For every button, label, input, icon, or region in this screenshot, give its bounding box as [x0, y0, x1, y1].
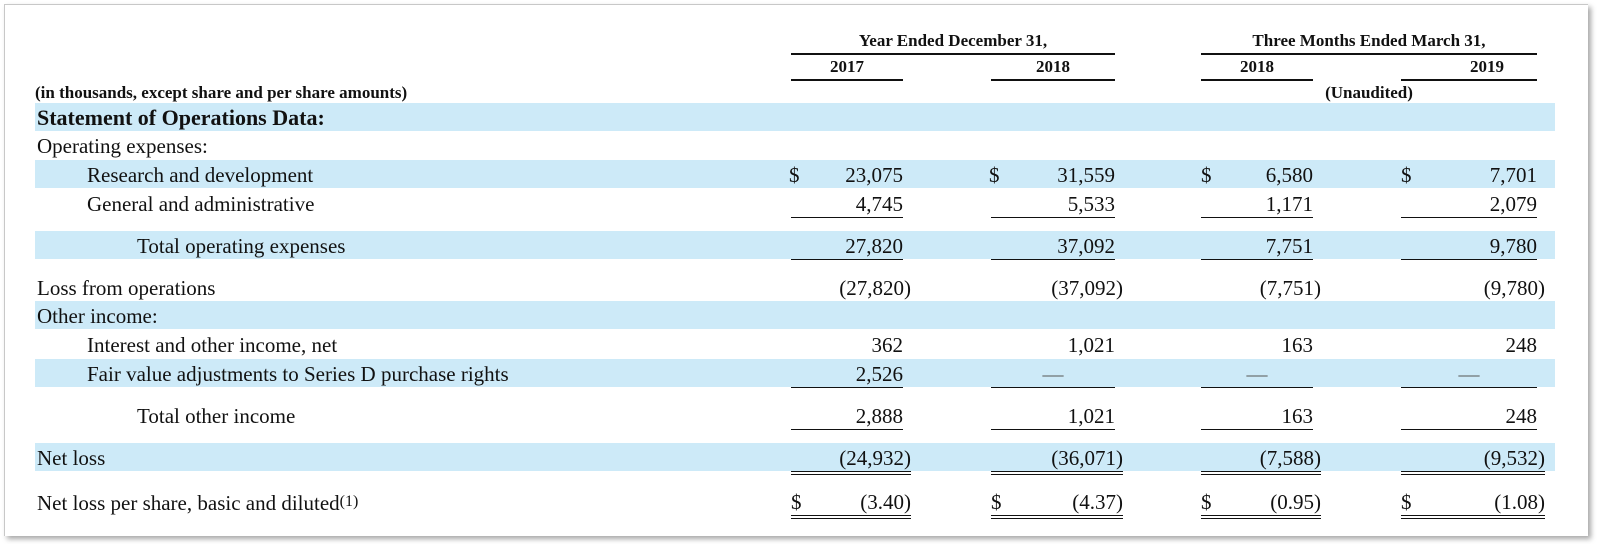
table-row-fair-value: Fair value adjustments to Series D purch…	[35, 359, 1555, 388]
table-row-ga: General and administrative 4,745 5,533 1…	[35, 189, 1555, 218]
value-cell: (9,780)	[1483, 276, 1545, 300]
row-label: Net loss per share, basic and diluted(1)	[37, 491, 359, 515]
currency-symbol: $	[789, 163, 800, 187]
value-cell: (36,071)	[991, 443, 1123, 475]
row-label: Total other income	[137, 404, 296, 428]
table-row-total-other: Total other income 2,888 1,021 163 248	[35, 401, 1555, 430]
opex-header-row: Operating expenses:	[35, 131, 1555, 159]
value-cell: 5,533	[991, 189, 1115, 218]
row-label: Fair value adjustments to Series D purch…	[87, 362, 509, 386]
value-cell: 7,751	[1201, 231, 1313, 260]
value-cell: —	[1201, 359, 1313, 388]
value-cell: 163	[1201, 401, 1313, 430]
other-header-row: Other income:	[35, 301, 1555, 329]
table-row-total-opex: Total operating expenses 27,820 37,092 7…	[35, 231, 1555, 260]
value-cell: (27,820)	[839, 276, 911, 300]
row-label: Loss from operations	[37, 276, 216, 300]
row-label: Total operating expenses	[137, 234, 346, 258]
row-label: Interest and other income, net	[87, 333, 338, 357]
value-cell: —	[991, 359, 1115, 388]
value-cell: 4,745	[791, 189, 903, 218]
other-income-header: Other income:	[37, 304, 158, 328]
header-year-2019-q1: 2019	[1470, 57, 1504, 76]
opex-header: Operating expenses:	[37, 134, 208, 158]
currency-symbol: $	[1401, 163, 1412, 187]
value-cell: 1,021	[1067, 333, 1115, 357]
value-cell: (4.37)	[1011, 487, 1123, 519]
header-year-2018: 2018	[1036, 57, 1070, 76]
value-cell: 31,559	[1057, 163, 1115, 187]
value-cell: (3.40)	[811, 487, 911, 519]
value-cell: 2,079	[1401, 189, 1537, 218]
header-rule	[1201, 53, 1537, 55]
header-rule	[1201, 79, 1313, 81]
value-cell: 27,820	[791, 231, 903, 260]
units-note: (in thousands, except share and per shar…	[35, 83, 408, 102]
header-rule	[1401, 79, 1537, 81]
financial-table: Year Ended December 31, Three Months End…	[4, 4, 1588, 536]
value-cell: 2,526	[791, 359, 903, 388]
currency-symbol: $	[791, 487, 811, 519]
value-cell: (37,092)	[1051, 276, 1123, 300]
value-cell: 1,171	[1201, 189, 1313, 218]
currency-symbol: $	[1201, 163, 1212, 187]
section-title: Statement of Operations Data:	[37, 105, 325, 130]
row-label: General and administrative	[87, 192, 315, 216]
section-row: Statement of Operations Data:	[35, 103, 1555, 131]
value-cell: (7,588)	[1201, 443, 1321, 475]
header-rule	[991, 79, 1115, 81]
value-cell: 248	[1505, 333, 1538, 357]
header-three-months: Three Months Ended March 31,	[1252, 31, 1486, 50]
value-cell: 7,701	[1489, 163, 1537, 187]
row-label: Research and development	[87, 163, 314, 187]
currency-symbol: $	[989, 163, 1000, 187]
value-cell: (9,532)	[1401, 443, 1545, 475]
value-cell: —	[1401, 359, 1537, 388]
table-row-rd: Research and development $ 23,075 $ 31,5…	[35, 160, 1555, 188]
currency-symbol: $	[1201, 487, 1221, 519]
value-cell: 37,092	[991, 231, 1115, 260]
table-row-interest: Interest and other income, net 362 1,021…	[35, 330, 1555, 358]
header-year-2018-q1: 2018	[1240, 57, 1274, 76]
value-cell: 248	[1401, 401, 1537, 430]
value-cell: 6,580	[1265, 163, 1313, 187]
header-year-ended: Year Ended December 31,	[858, 31, 1048, 50]
table-row-eps: Net loss per share, basic and diluted(1)…	[35, 487, 1555, 519]
currency-symbol: $	[991, 487, 1011, 519]
currency-symbol: $	[1401, 487, 1421, 519]
value-cell: (1.08)	[1421, 487, 1545, 519]
value-cell: (0.95)	[1221, 487, 1321, 519]
value-cell: 9,780	[1401, 231, 1537, 260]
value-cell: 163	[1281, 333, 1314, 357]
footnote-marker: (1)	[339, 493, 359, 510]
value-cell: 23,075	[845, 163, 903, 187]
row-label: Net loss	[37, 446, 106, 470]
table-row-net-loss: Net loss (24,932) (36,071) (7,588) (9,53…	[35, 443, 1555, 475]
value-cell: 1,021	[991, 401, 1115, 430]
header-rule	[791, 79, 903, 81]
header-rule	[791, 53, 1115, 55]
value-cell: 362	[871, 333, 904, 357]
value-cell: (24,932)	[791, 443, 911, 475]
unaudited-label: (Unaudited)	[1325, 83, 1413, 102]
value-cell: 2,888	[791, 401, 903, 430]
table-row-loss-ops: Loss from operations (27,820) (37,092) (…	[35, 273, 1555, 301]
value-cell: (7,751)	[1259, 276, 1321, 300]
header-year-2017: 2017	[830, 57, 864, 76]
